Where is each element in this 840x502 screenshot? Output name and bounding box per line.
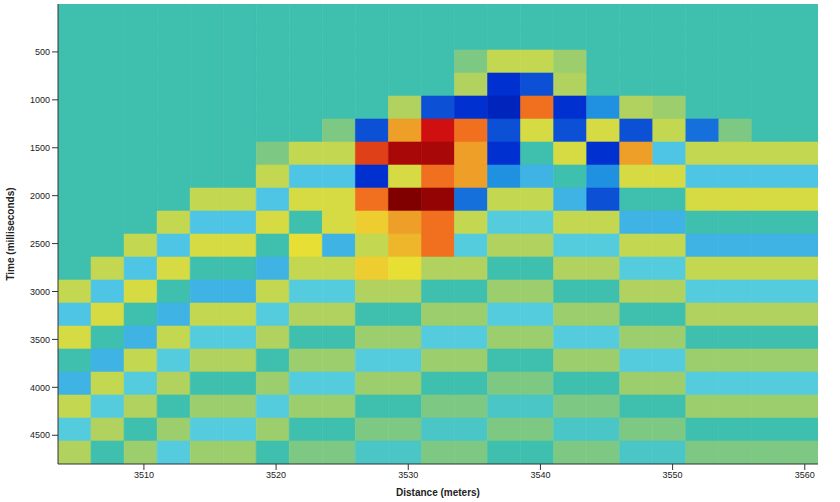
svg-text:4500: 4500: [30, 430, 50, 440]
svg-text:Distance (meters): Distance (meters): [396, 487, 480, 498]
svg-text:3500: 3500: [30, 335, 50, 345]
svg-text:1000: 1000: [30, 95, 50, 105]
svg-text:3520: 3520: [266, 470, 286, 480]
svg-text:1500: 1500: [30, 143, 50, 153]
svg-text:3550: 3550: [663, 470, 683, 480]
svg-text:3000: 3000: [30, 287, 50, 297]
svg-text:3540: 3540: [530, 470, 550, 480]
svg-text:3510: 3510: [134, 470, 154, 480]
svg-text:4000: 4000: [30, 383, 50, 393]
svg-text:2000: 2000: [30, 191, 50, 201]
svg-text:500: 500: [35, 47, 50, 57]
svg-text:2500: 2500: [30, 239, 50, 249]
svg-text:Time (milliseconds): Time (milliseconds): [5, 187, 16, 280]
svg-text:3530: 3530: [398, 470, 418, 480]
svg-text:3560: 3560: [795, 470, 815, 480]
